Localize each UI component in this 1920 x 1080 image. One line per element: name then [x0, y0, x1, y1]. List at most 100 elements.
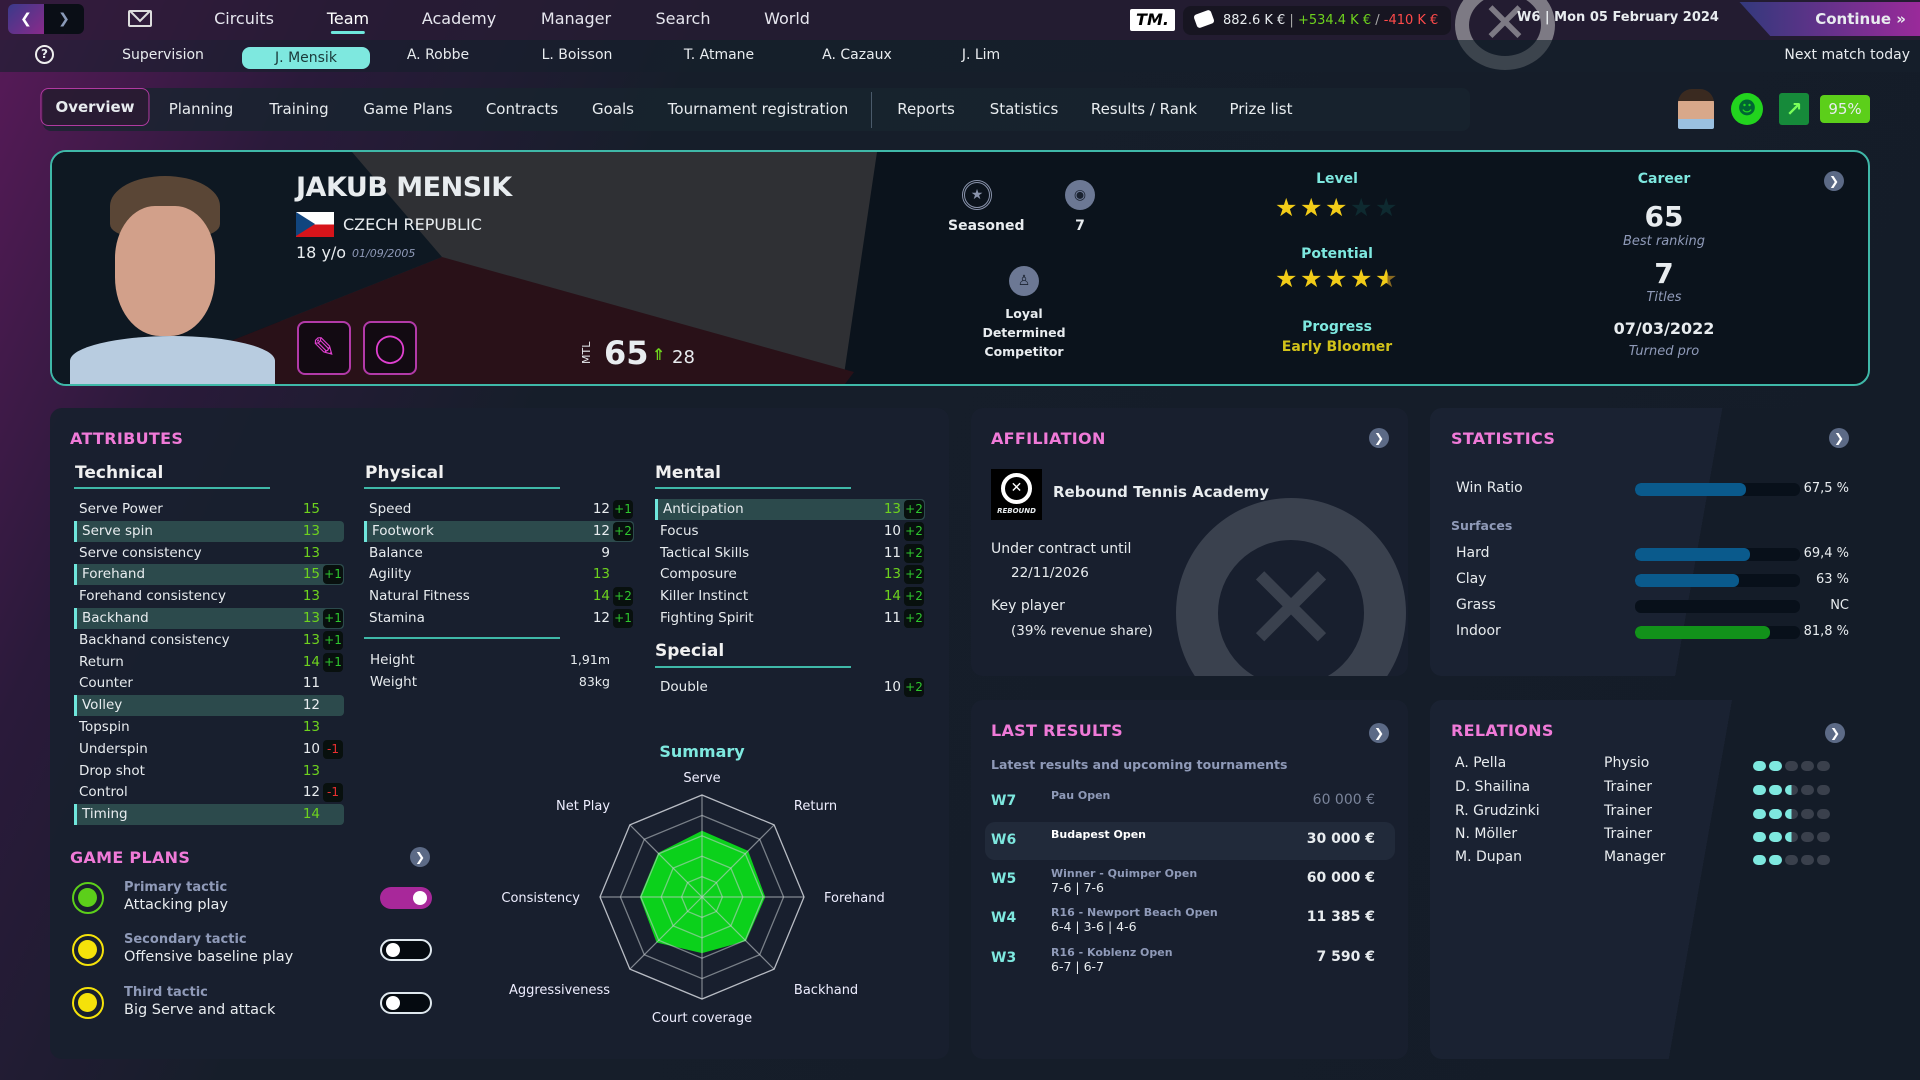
attribute-row[interactable]: Forehand consistency 13	[74, 586, 344, 607]
tab-planning[interactable]: Planning	[168, 100, 234, 118]
relation-name[interactable]: A. Pella	[1455, 755, 1507, 771]
affiliation-arrow-button[interactable]: ❯	[1369, 428, 1389, 448]
subnav-item[interactable]: Supervision	[122, 47, 204, 63]
tab-prize-list[interactable]: Prize list	[1229, 100, 1293, 118]
academy-name[interactable]: Rebound Tennis Academy	[1053, 483, 1270, 501]
statistics-arrow-button[interactable]: ❯	[1829, 428, 1849, 448]
finance-pill[interactable]: 882.6 K € | +534.4 K € / -410 K €	[1183, 6, 1451, 35]
subnav-item[interactable]: T. Atmane	[683, 47, 755, 63]
continue-label: Continue	[1815, 10, 1892, 28]
tab-goals[interactable]: Goals	[592, 100, 634, 118]
attribute-row[interactable]: Backhand 13 +1	[74, 608, 344, 629]
result-event[interactable]: R16 - Newport Beach Open	[1051, 906, 1218, 919]
attribute-row[interactable]: Natural Fitness 14 +2	[364, 586, 634, 607]
attribute-row[interactable]: Forehand 15 +1	[74, 564, 344, 586]
subnav-item[interactable]: L. Boisson	[541, 47, 613, 63]
player-details-arrow-button[interactable]: ❯	[1824, 171, 1844, 191]
result-score: 6-4 | 3-6 | 4-6	[1051, 919, 1137, 934]
attribute-row[interactable]: Volley 12	[74, 695, 344, 717]
attribute-row[interactable]: Timing 14	[74, 804, 344, 826]
attribute-row[interactable]: Serve spin 13	[74, 520, 344, 542]
tab-contracts[interactable]: Contracts	[485, 100, 559, 118]
attribute-value: 15	[302, 566, 320, 583]
tab-training[interactable]: Training	[269, 100, 329, 118]
nav-search[interactable]: Search	[655, 9, 711, 28]
attribute-row[interactable]: Double 10 +2	[655, 677, 925, 698]
attribute-row[interactable]: Backhand consistency 13 +1	[74, 630, 344, 651]
subnav-item[interactable]: J. Mensik	[242, 47, 370, 69]
mail-icon[interactable]	[128, 10, 152, 27]
attribute-row[interactable]: Control 12 -1	[74, 782, 344, 803]
tactic-toggle[interactable]	[380, 887, 432, 909]
relation-level	[1753, 853, 1833, 869]
attribute-row[interactable]: Counter 11	[74, 673, 344, 694]
attribute-row[interactable]: Serve consistency 13	[74, 543, 344, 564]
attribute-row[interactable]: Return 14 +1	[74, 652, 344, 673]
statistics-title: STATISTICS	[1451, 429, 1556, 448]
nav-manager[interactable]: Manager	[540, 9, 612, 28]
tab-reports[interactable]: Reports	[897, 100, 955, 118]
help-icon[interactable]: ?	[35, 45, 54, 64]
back-button[interactable]: ❮	[8, 4, 44, 34]
tactic-toggle[interactable]	[380, 939, 432, 961]
relation-name[interactable]: D. Shailina	[1455, 779, 1531, 795]
relation-name[interactable]: N. Möller	[1455, 826, 1518, 842]
result-event[interactable]: Budapest Open	[1051, 828, 1146, 841]
attribute-row[interactable]: Agility 13	[364, 564, 634, 585]
racket-skill-icon[interactable]: ◯	[363, 321, 417, 375]
tab-results-rank[interactable]: Results / Rank	[1090, 100, 1198, 118]
attribute-row[interactable]: Anticipation 13 +2	[655, 499, 925, 520]
tab-game-plans[interactable]: Game Plans	[363, 100, 453, 118]
result-score: 6-7 | 6-7	[1051, 959, 1104, 974]
tab-overview[interactable]: Overview	[40, 88, 150, 126]
result-event[interactable]: R16 - Koblenz Open	[1051, 946, 1173, 959]
relation-name[interactable]: R. Grudzinki	[1455, 803, 1540, 819]
subnav-item[interactable]: A. Robbe	[406, 47, 470, 63]
player-birthdate: 01/09/2005	[352, 247, 416, 260]
attribute-row[interactable]: Fighting Spirit 11 +2	[655, 608, 925, 629]
attribute-label: Killer Instinct	[660, 588, 749, 605]
radar-spoke	[701, 824, 775, 898]
subnav-item[interactable]: J. Lim	[961, 47, 1001, 63]
attribute-row[interactable]: Topspin 13	[74, 717, 344, 738]
attribute-row[interactable]: Composure 13 +2	[655, 564, 925, 585]
radar-axis-label: Serve	[683, 771, 720, 786]
nav-team[interactable]: Team	[326, 9, 370, 34]
relation-name[interactable]: M. Dupan	[1455, 849, 1522, 865]
continue-button[interactable]: Continue »	[1739, 2, 1920, 36]
attribute-row[interactable]: Focus 10 +2	[655, 521, 925, 542]
result-event[interactable]: Winner - Quimper Open	[1051, 867, 1198, 880]
game-plans-arrow-button[interactable]: ❯	[410, 847, 430, 867]
tab-bar	[43, 88, 1470, 131]
nav-world[interactable]: World	[764, 9, 810, 28]
attribute-row[interactable]: Speed 12 +1	[364, 499, 634, 520]
attribute-row[interactable]: Tactical Skills 11 +2	[655, 543, 925, 564]
height-value: 1,91m	[569, 652, 610, 667]
last-results-arrow-button[interactable]: ❯	[1369, 723, 1389, 743]
tab-statistics[interactable]: Statistics	[989, 100, 1059, 118]
nav-academy[interactable]: Academy	[421, 9, 497, 28]
player-avatar[interactable]	[1678, 89, 1714, 129]
forward-button[interactable]: ❯	[44, 4, 84, 34]
surface-label: Grass	[1456, 597, 1496, 613]
academy-logo: ✕ REBOUND	[991, 469, 1042, 520]
tactic-toggle[interactable]	[380, 992, 432, 1014]
tab-tournament-registration[interactable]: Tournament registration	[667, 100, 849, 118]
subnav-item[interactable]: A. Cazaux	[822, 47, 892, 63]
attribute-row[interactable]: Drop shot 13	[74, 761, 344, 782]
attribute-row[interactable]: Serve Power 15	[74, 499, 344, 520]
relations-title: RELATIONS	[1451, 721, 1554, 740]
forehand-grip-skill-icon[interactable]: ✎	[297, 321, 351, 375]
attribute-row[interactable]: Stamina 12 +1	[364, 608, 634, 629]
nav-circuits[interactable]: Circuits	[214, 9, 274, 28]
divider	[364, 487, 560, 489]
attribute-delta: +2	[904, 609, 924, 628]
result-event[interactable]: Pau Open	[1051, 789, 1111, 802]
attribute-row[interactable]: Killer Instinct 14 +2	[655, 586, 925, 607]
relations-arrow-button[interactable]: ❯	[1825, 723, 1845, 743]
attribute-row[interactable]: Underspin 10 -1	[74, 739, 344, 760]
attribute-row[interactable]: Footwork 12 +2	[364, 520, 634, 542]
attribute-label: Footwork	[372, 522, 434, 539]
attribute-row[interactable]: Balance 9	[364, 543, 634, 564]
attribute-label: Backhand	[82, 610, 149, 626]
